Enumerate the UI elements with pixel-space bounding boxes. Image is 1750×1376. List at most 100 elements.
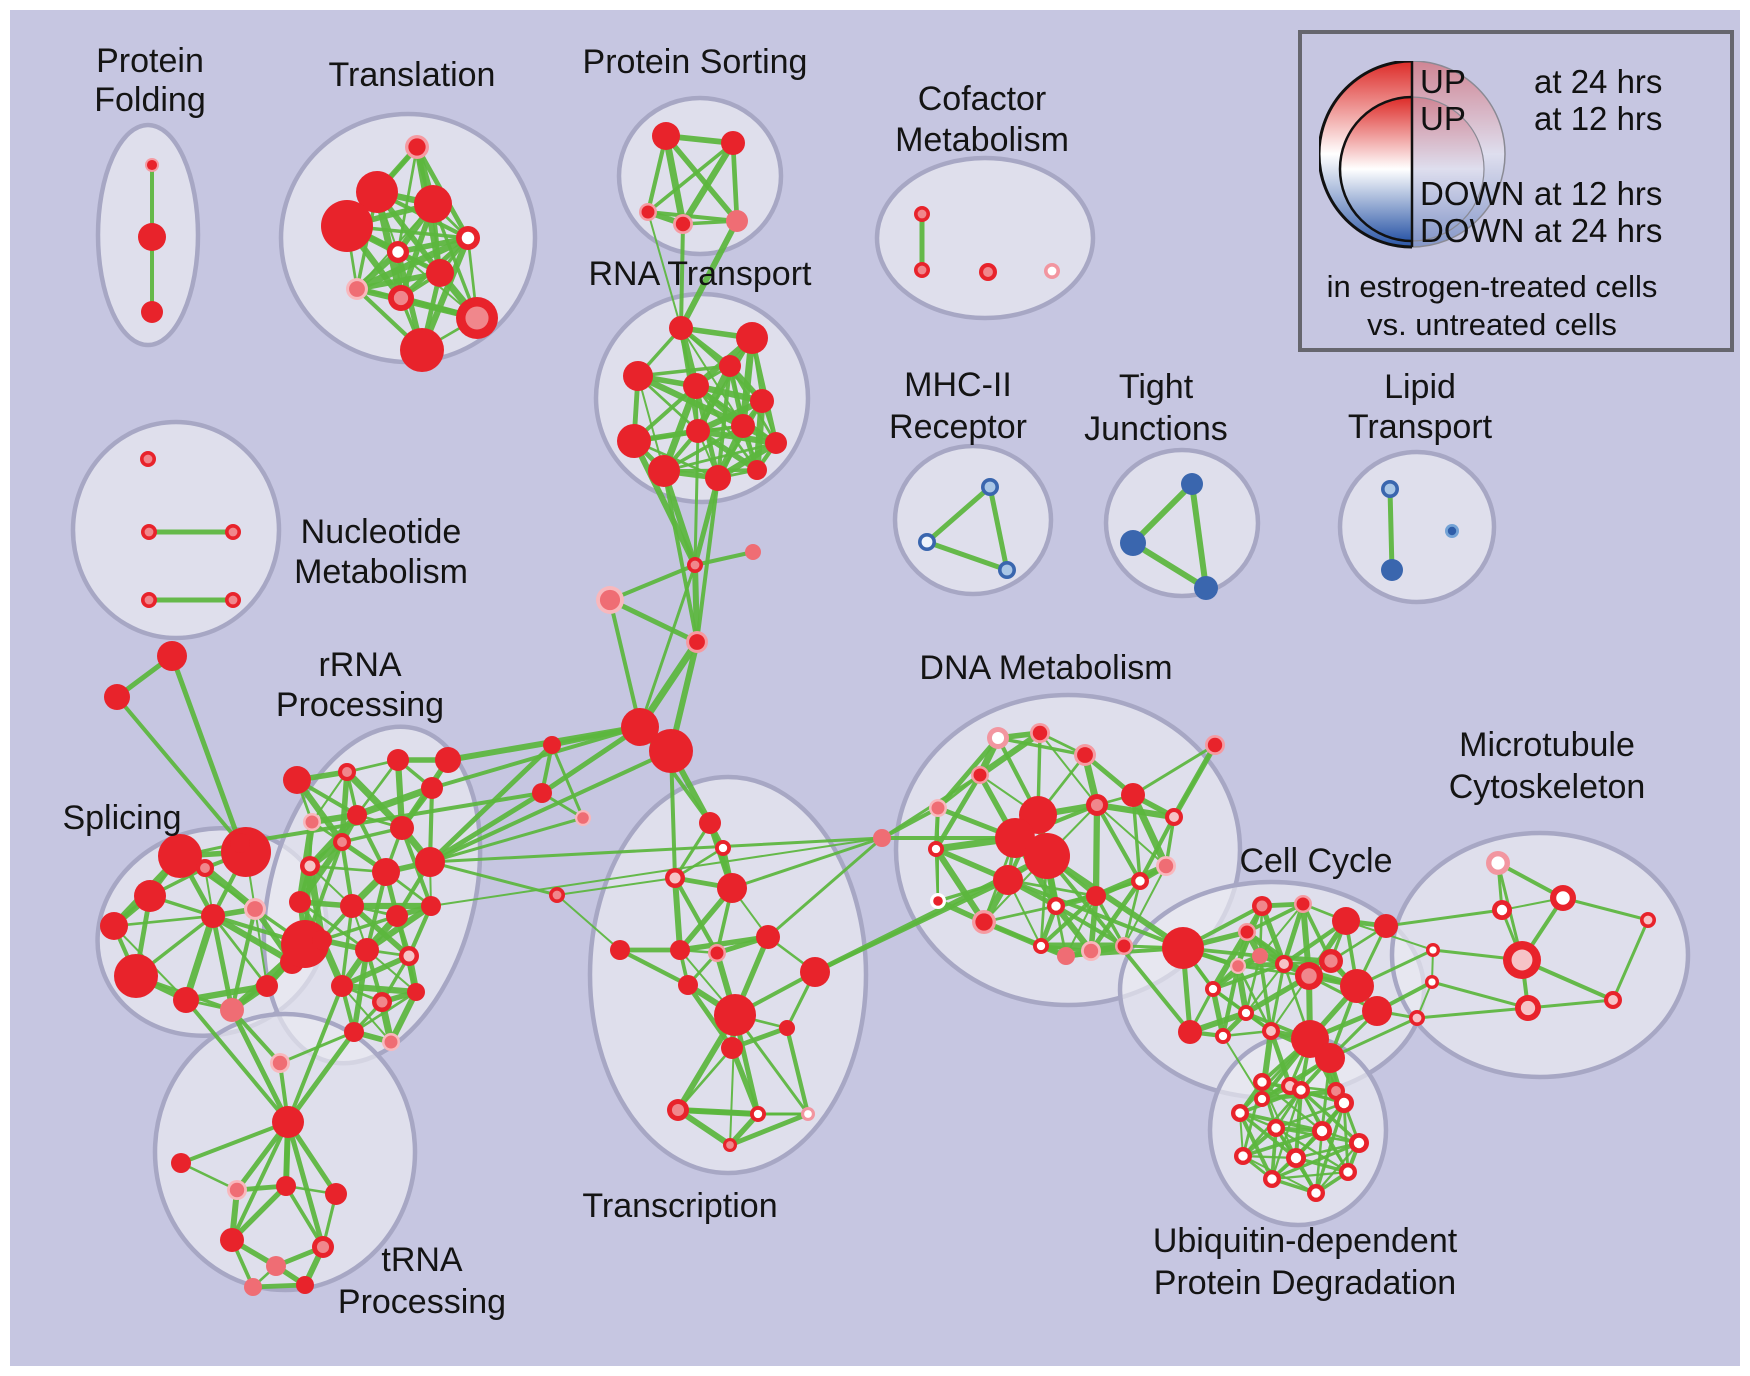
network-edge: [1274, 1126, 1350, 1174]
network-edge: [675, 1107, 761, 1117]
network-node-core: [1135, 876, 1145, 886]
network-edge: [647, 211, 682, 329]
network-node: [289, 891, 311, 913]
network-node: [756, 925, 780, 949]
network-edge: [254, 908, 268, 987]
network-node-core: [599, 589, 621, 611]
network-node-core: [1511, 949, 1533, 971]
network-node: [372, 858, 400, 886]
network-node-core: [1301, 968, 1317, 984]
network-node: [617, 424, 651, 458]
network-node: [104, 684, 130, 710]
network-edge: [179, 1120, 290, 1165]
network-node: [312, 930, 332, 950]
network-node-core: [973, 768, 987, 782]
network-edge: [617, 947, 691, 988]
cluster-label: Processing: [276, 686, 444, 724]
network-edge: [685, 982, 735, 1051]
network-node-core: [228, 527, 238, 537]
network-node-core: [1556, 891, 1570, 905]
network-node-core: [144, 527, 154, 537]
network-edge: [1342, 1101, 1350, 1174]
network-edge: [1130, 540, 1209, 591]
network-edge: [729, 1045, 761, 1117]
network-edge: [1611, 918, 1650, 1002]
network-edge: [556, 877, 676, 896]
network-node: [1381, 559, 1403, 581]
network-edge: [1561, 896, 1650, 922]
network-edge: [1294, 1141, 1361, 1160]
network-node: [331, 975, 353, 997]
legend-time-label: at 24 hrs: [1534, 212, 1663, 249]
nodes-layer: [100, 122, 1656, 1296]
network-edge: [352, 990, 418, 1034]
network-node: [256, 975, 278, 997]
network-edge: [924, 539, 1010, 573]
cluster-ellipse-tight: [1103, 447, 1261, 599]
legend-direction-label: UP: [1420, 100, 1466, 137]
network-edge: [1123, 865, 1167, 947]
network-edge: [169, 653, 243, 846]
network-edge: [1328, 1016, 1419, 1060]
network-edge: [1314, 1101, 1346, 1195]
network-node-core: [342, 767, 352, 777]
network-edge: [1130, 481, 1195, 546]
network-edge: [662, 469, 699, 644]
network-edge: [550, 743, 585, 820]
network-node-core: [304, 860, 316, 872]
network-node-core: [1608, 995, 1618, 1005]
network-edge: [695, 476, 720, 644]
network-node: [435, 747, 461, 773]
network-node-core: [1338, 1097, 1350, 1109]
network-node-core: [1077, 747, 1093, 763]
network-edge: [353, 784, 436, 819]
network-node: [800, 957, 830, 987]
cluster-label: Cell Cycle: [1239, 842, 1392, 880]
legend-outer-left-arc: [1319, 61, 1413, 249]
network-node-core: [1241, 1008, 1251, 1018]
network-node-core: [671, 1103, 685, 1117]
network-edge: [387, 988, 420, 1046]
network-node: [1120, 530, 1146, 556]
network-node: [158, 834, 202, 878]
network-node-core: [316, 1240, 330, 1254]
network-node: [414, 185, 452, 223]
network-node-core: [1353, 1137, 1365, 1149]
legend: UP at 24 hrs UP at 12 hrs DOWN at 12 hrs…: [1298, 30, 1734, 352]
network-edge: [1526, 998, 1615, 1010]
network-node-core: [1316, 1125, 1328, 1137]
network-edge: [1171, 742, 1218, 820]
network-node: [670, 940, 690, 960]
legend-footer-line1: in estrogen-treated cells: [1326, 269, 1658, 304]
network-edge: [556, 894, 621, 951]
network-node-core: [349, 281, 365, 297]
network-node: [705, 465, 731, 491]
network-node: [873, 829, 891, 847]
cluster-label: Splicing: [62, 799, 181, 837]
network-edge: [428, 836, 884, 864]
network-edge: [727, 1111, 811, 1148]
network-node: [100, 912, 128, 940]
network-node: [173, 987, 199, 1013]
network-node: [421, 777, 443, 799]
network-node: [220, 1228, 244, 1252]
network-node: [138, 223, 166, 251]
network-node-core: [577, 812, 589, 824]
network-node: [543, 736, 561, 754]
network-node: [400, 328, 444, 372]
network-edge: [351, 947, 370, 1035]
cluster-label: Protein: [96, 42, 204, 80]
network-edge: [539, 724, 643, 796]
cluster-label: Folding: [94, 81, 206, 119]
network-edge: [363, 902, 435, 954]
network-node-core: [200, 863, 210, 873]
network-node-core: [917, 265, 927, 275]
network-edge: [427, 790, 545, 865]
cluster-label: tRNA: [381, 1241, 463, 1279]
network-edge: [672, 875, 720, 956]
network-node: [114, 954, 158, 998]
network-node: [266, 1256, 286, 1276]
network-edge: [662, 441, 778, 473]
network-node: [415, 847, 445, 877]
network-node-core: [1412, 1013, 1422, 1023]
